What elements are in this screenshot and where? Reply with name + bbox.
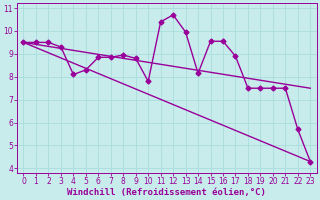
X-axis label: Windchill (Refroidissement éolien,°C): Windchill (Refroidissement éolien,°C) — [68, 188, 266, 197]
